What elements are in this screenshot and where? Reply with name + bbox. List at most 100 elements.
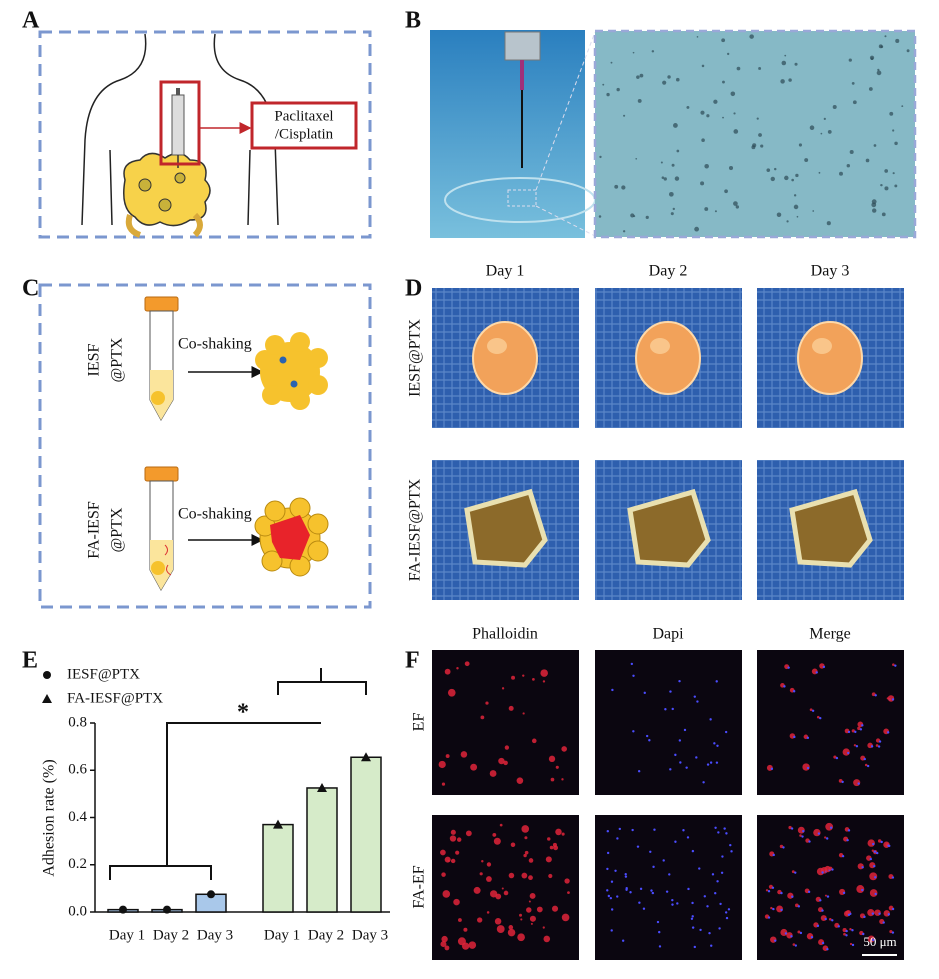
speck xyxy=(786,220,789,223)
nucleus xyxy=(714,826,717,829)
nucleus xyxy=(671,903,674,906)
nucleus xyxy=(821,871,824,874)
cell xyxy=(438,760,446,769)
speck xyxy=(894,141,898,146)
speck xyxy=(906,49,910,53)
column-label: Day 1 xyxy=(486,263,525,280)
speck xyxy=(661,176,665,179)
sample xyxy=(464,488,548,568)
nucleus xyxy=(810,936,814,939)
nucleus xyxy=(691,849,695,853)
speck xyxy=(630,213,635,218)
speck xyxy=(871,199,877,205)
nucleus xyxy=(713,742,716,745)
nucleus xyxy=(691,926,695,929)
speck xyxy=(706,114,710,118)
nucleus xyxy=(784,932,788,935)
micrograph xyxy=(757,650,904,795)
nucleus xyxy=(687,887,690,891)
nucleus xyxy=(690,917,694,920)
cell xyxy=(507,928,516,937)
nucleus xyxy=(720,871,724,874)
speck xyxy=(726,52,730,56)
scale-label: 50 μm xyxy=(863,934,896,949)
cell xyxy=(791,870,795,874)
cell xyxy=(508,872,515,879)
nucleus xyxy=(835,756,839,760)
nucleus xyxy=(683,728,687,732)
nucleus xyxy=(674,753,677,757)
nucleus xyxy=(693,945,697,949)
nucleus xyxy=(714,892,717,895)
nucleus xyxy=(716,744,719,747)
nucleus xyxy=(847,913,851,916)
nucleus xyxy=(866,764,870,768)
speck xyxy=(733,129,739,134)
speck xyxy=(635,157,638,160)
nucleus xyxy=(725,832,728,835)
significance: * xyxy=(237,700,249,726)
nucleus xyxy=(606,867,609,871)
speck xyxy=(760,144,764,148)
nucleus xyxy=(669,690,672,693)
nucleus xyxy=(878,740,882,743)
cell xyxy=(453,898,460,906)
cell xyxy=(501,887,504,890)
callout-text: /Cisplatin xyxy=(275,126,334,142)
nucleus xyxy=(826,947,829,951)
nucleus xyxy=(642,907,646,910)
speck xyxy=(892,129,895,132)
bar xyxy=(306,787,338,913)
cell xyxy=(481,860,484,863)
cell xyxy=(816,715,820,719)
cell xyxy=(540,669,548,677)
speck xyxy=(606,92,610,97)
cell xyxy=(553,845,559,851)
cell xyxy=(442,890,451,898)
nucleus xyxy=(825,837,829,840)
cell xyxy=(567,891,570,895)
speck xyxy=(621,185,626,190)
y-tick-label: 0.6 xyxy=(68,762,87,778)
cell xyxy=(520,918,523,921)
nucleus xyxy=(606,829,610,833)
cell xyxy=(486,876,492,882)
speck xyxy=(722,116,724,119)
photo xyxy=(430,30,585,238)
cell xyxy=(529,893,536,899)
nucleus xyxy=(882,921,885,924)
nucleus xyxy=(715,680,718,683)
x-tick-label: Day 2 xyxy=(153,927,189,943)
nucleus xyxy=(671,707,674,711)
speck xyxy=(895,38,900,43)
nucleus xyxy=(846,838,849,842)
speck xyxy=(686,105,690,109)
x-tick-label: Day 2 xyxy=(308,927,344,943)
speck xyxy=(820,132,823,135)
nucleus xyxy=(676,902,679,905)
nucleus xyxy=(710,944,713,947)
cell xyxy=(875,744,879,747)
nucleus xyxy=(682,829,685,832)
x-tick-label: Day 1 xyxy=(109,927,145,943)
nucleus xyxy=(724,911,728,914)
nucleus xyxy=(861,724,864,727)
nucleus xyxy=(703,895,707,898)
cell xyxy=(465,830,472,837)
nucleus xyxy=(894,664,897,667)
bar xyxy=(350,756,382,913)
nucleus xyxy=(696,700,699,703)
nucleus xyxy=(630,662,634,666)
speck xyxy=(756,117,759,120)
nucleus xyxy=(724,730,728,734)
cell xyxy=(809,708,813,712)
nucleus xyxy=(891,698,895,701)
nucleus xyxy=(861,866,864,869)
nucleus xyxy=(607,894,611,898)
cell xyxy=(479,872,483,876)
nucleus xyxy=(793,735,796,739)
speck xyxy=(766,168,771,172)
nucleus xyxy=(806,766,810,770)
cell xyxy=(510,842,516,848)
speck xyxy=(870,57,874,61)
